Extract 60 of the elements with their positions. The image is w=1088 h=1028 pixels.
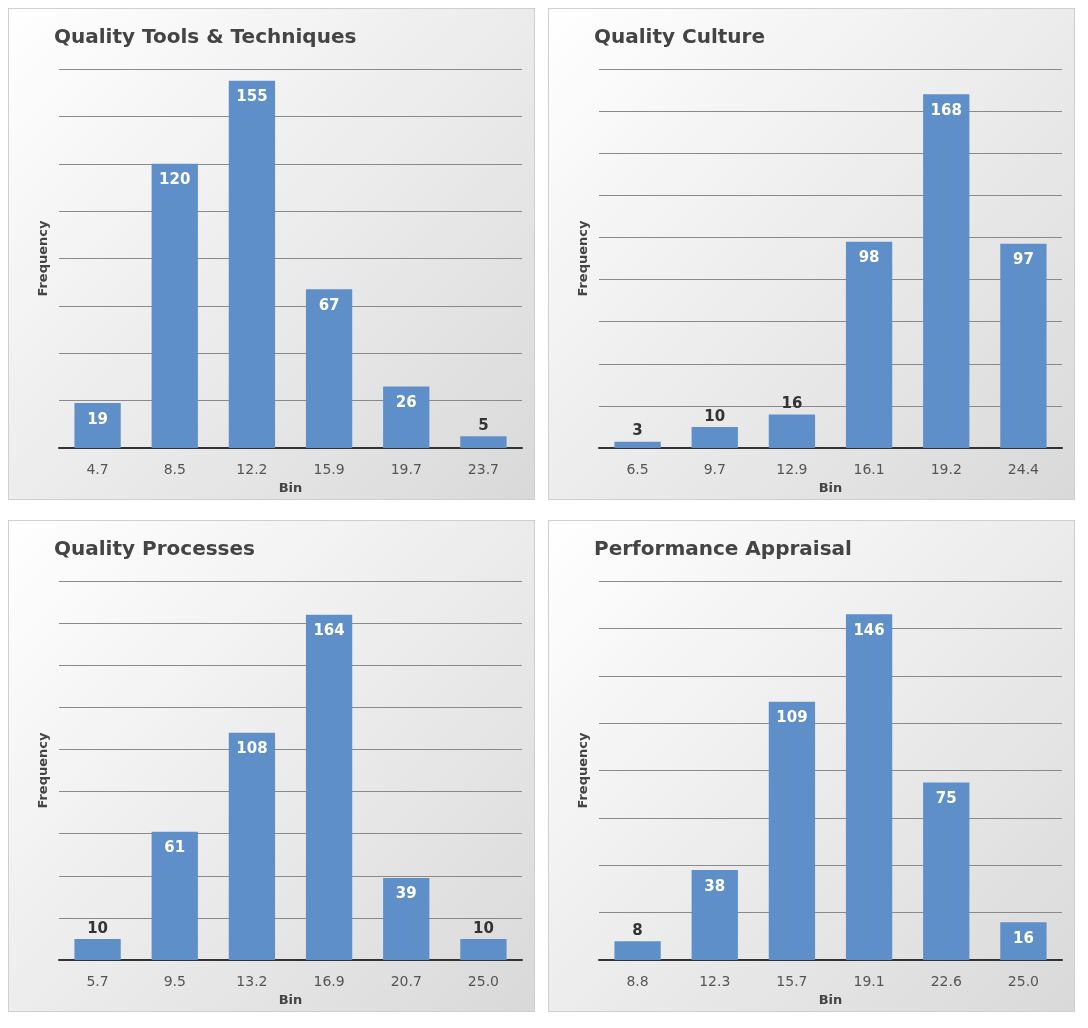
data-label: 26: [395, 393, 417, 411]
data-label: 155: [236, 87, 268, 106]
chart-title: Quality Tools & Techniques: [54, 24, 357, 48]
data-label: 3: [632, 421, 643, 440]
x-tick-label: 23.7: [467, 461, 499, 478]
data-label: 16: [1012, 928, 1034, 947]
data-label: 75: [935, 788, 957, 807]
data-label: 109: [776, 708, 808, 727]
x-tick-label: 12.3: [699, 973, 731, 990]
x-tick-label: 4.7: [86, 461, 109, 478]
x-axis-title: Bin: [818, 992, 843, 1007]
data-label: 39: [395, 884, 417, 903]
y-axis-title: Frequency: [35, 219, 50, 297]
x-tick-label: 12.2: [236, 461, 268, 478]
x-tick-label: 25.0: [467, 973, 499, 990]
x-tick-label: 25.0: [1007, 973, 1039, 990]
x-tick-label: 20.7: [390, 973, 422, 990]
data-label: 146: [853, 620, 885, 639]
x-tick-label: 13.2: [236, 973, 268, 990]
data-label: 10: [87, 918, 109, 937]
y-axis-title: Frequency: [575, 219, 590, 297]
x-tick-label: 6.5: [626, 461, 649, 478]
x-tick-label: 19.2: [930, 461, 962, 478]
x-axis-title: Bin: [278, 480, 303, 495]
data-label: 16: [781, 393, 803, 412]
data-label: 10: [704, 406, 726, 425]
chart-title: Quality Culture: [594, 24, 766, 48]
data-label: 5: [478, 415, 489, 434]
y-axis-title: Frequency: [35, 731, 50, 809]
data-label: 168: [930, 100, 962, 119]
x-tick-label: 16.1: [853, 461, 885, 478]
x-tick-label: 15.7: [776, 973, 808, 990]
chart-title: Performance Appraisal: [594, 536, 852, 560]
chart-title: Quality Processes: [54, 536, 255, 560]
x-tick-label: 8.5: [163, 461, 186, 478]
y-axis-title: Frequency: [575, 731, 590, 809]
x-tick-label: 8.8: [626, 973, 649, 990]
x-tick-label: 16.9: [313, 973, 345, 990]
data-label: 8: [632, 920, 643, 939]
x-axis-title: Bin: [278, 992, 303, 1007]
data-label: 98: [858, 248, 880, 267]
x-tick-label: 24.4: [1007, 461, 1040, 478]
data-label: 10: [472, 918, 494, 937]
data-label: 120: [159, 170, 191, 189]
x-tick-label: 12.9: [776, 461, 808, 478]
x-tick-label: 9.5: [163, 973, 186, 990]
data-label: 164: [313, 621, 345, 640]
x-tick-label: 19.7: [390, 461, 422, 478]
data-label: 108: [236, 739, 268, 758]
x-tick-label: 22.6: [930, 973, 962, 990]
data-label: 67: [318, 295, 340, 314]
data-label: 61: [164, 838, 186, 857]
x-tick-label: 19.1: [853, 973, 885, 990]
data-label: 97: [1012, 250, 1034, 269]
x-tick-label: 15.9: [313, 461, 345, 478]
x-axis-title: Bin: [818, 480, 843, 495]
data-label: 38: [704, 876, 726, 895]
data-label: 19: [87, 409, 109, 428]
x-tick-label: 9.7: [703, 461, 726, 478]
x-tick-label: 5.7: [86, 973, 109, 990]
